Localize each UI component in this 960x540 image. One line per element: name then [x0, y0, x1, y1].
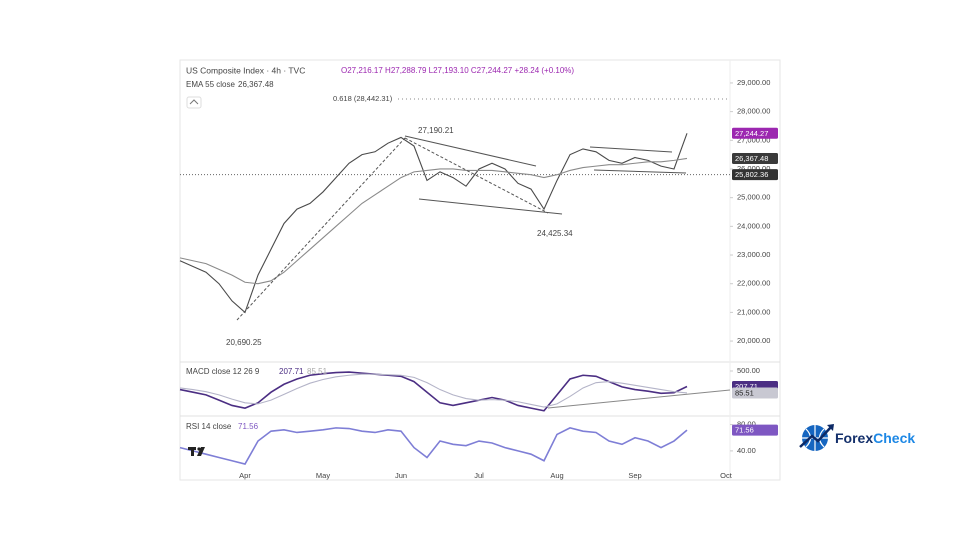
trendline — [418, 198, 563, 215]
logo-arrow — [799, 425, 833, 448]
trendlines — [236, 135, 731, 409]
tv-logo-part — [197, 447, 205, 456]
chart-layer: 20,000.00 21,000.00 22,000.00 23,000.00 24,0… — [179, 78, 778, 480]
last-value-label: 207.71 — [735, 382, 758, 391]
last-value-label: 85.51 — [735, 388, 754, 397]
y-tick-label: 23,000.00 — [737, 250, 770, 259]
macd-legend-value: 207.71 — [279, 367, 304, 376]
last-value-label: 71.56 — [735, 426, 754, 435]
series-line — [179, 157, 688, 285]
x-tick-label: Apr — [239, 471, 251, 480]
trendline — [547, 389, 731, 409]
logo-text: ForexCheck — [835, 430, 915, 446]
ema-legend: EMA 55 close — [186, 80, 235, 89]
y-tick-label: 27,000.00 — [737, 135, 770, 144]
last-value-label-bg — [732, 424, 778, 436]
ohlc: O27,216.17 H27,288.79 L27,193.10 C27,244… — [341, 66, 574, 75]
x-tick-label: May — [316, 471, 330, 480]
macd-legend-value: 85.51 — [307, 367, 328, 376]
y-tick-label: 21,000.00 — [737, 307, 770, 316]
collapse-button[interactable] — [186, 96, 202, 109]
y-tick-label: 24,000.00 — [737, 221, 770, 230]
y-tick-label: 80.00 — [737, 420, 756, 429]
y-tick-label: 40.00 — [737, 446, 756, 455]
rsi-legend-value: 71.56 — [238, 422, 259, 431]
trendline — [404, 137, 549, 214]
annotation: 24,425.34 — [537, 229, 573, 238]
logo-part: Forex — [835, 430, 873, 446]
y-tick-label: 26,000.00 — [737, 164, 770, 173]
y-tick-label: 25,000.00 — [737, 193, 770, 202]
series-line — [179, 371, 688, 412]
last-value-label-bg — [732, 387, 778, 399]
last-value-label-bg — [732, 127, 778, 139]
y-tick-label: 22,000.00 — [737, 279, 770, 288]
tv-logo — [188, 447, 205, 456]
x-tick-label: Oct — [720, 471, 733, 480]
series-line — [179, 427, 688, 465]
tv-logo-part — [191, 447, 194, 456]
forexcheck-logo: ForexCheck — [799, 424, 915, 451]
symbol-title: US Composite Index · 4h · TVC — [186, 65, 305, 75]
x-tick-label: Jun — [395, 471, 407, 480]
rsi-legend: RSI 14 close — [186, 422, 232, 431]
annotation: 27,190.21 — [418, 126, 454, 135]
fib-label: 0.618 (28,442.31) — [333, 94, 393, 103]
trendline — [236, 137, 406, 321]
last-value-label-bg — [732, 152, 778, 164]
y-tick-label: 29,000.00 — [737, 78, 770, 87]
logo-part: Check — [873, 430, 915, 446]
annotation: 20,690.25 — [226, 338, 262, 347]
series-line — [179, 133, 688, 314]
ema-legend-value: 26,367.48 — [238, 80, 274, 89]
level-label: 25,802.36 — [735, 170, 768, 179]
last-value-label: 27,244.27 — [735, 129, 768, 138]
trendline — [589, 146, 673, 153]
macd-legend: MACD close 12 26 9 — [186, 367, 260, 376]
y-tick-label: 500.00 — [737, 366, 760, 375]
chart-frame — [179, 59, 781, 481]
x-tick-label: Aug — [550, 471, 563, 480]
y-tick-label: 28,000.00 — [737, 107, 770, 116]
level-label-bg — [732, 169, 778, 181]
x-tick-label: Sep — [628, 471, 641, 480]
last-value-label: 26,367.48 — [735, 154, 768, 163]
logo-arrowhead — [827, 424, 834, 431]
y-tick-label: 20,000.00 — [737, 336, 770, 345]
x-tick-label: Jul — [474, 471, 484, 480]
trendline — [404, 135, 537, 167]
collapse-icon — [189, 99, 199, 105]
trendline — [593, 169, 687, 174]
series-line — [179, 373, 688, 408]
